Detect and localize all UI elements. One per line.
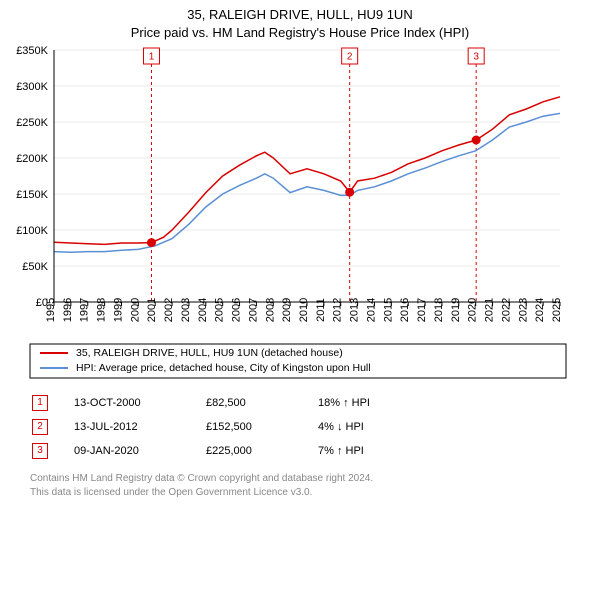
x-tick-label: 1997 — [79, 298, 91, 322]
x-tick-label: 2006 — [231, 298, 243, 322]
event-row-number: 2 — [32, 419, 48, 435]
event-row-number: 3 — [32, 443, 48, 459]
y-tick-label: £100K — [16, 225, 48, 237]
x-tick-label: 1995 — [45, 298, 57, 322]
event-row-price: £82,500 — [206, 392, 316, 414]
x-tick-label: 2005 — [214, 298, 226, 322]
x-tick-label: 2001 — [146, 298, 158, 322]
x-tick-label: 2016 — [399, 298, 411, 322]
x-tick-label: 2008 — [264, 298, 276, 322]
event-row-pct: 18% ↑ HPI — [318, 392, 448, 414]
x-tick-label: 1999 — [112, 298, 124, 322]
x-tick-label: 1998 — [96, 298, 108, 322]
event-row-price: £225,000 — [206, 440, 316, 462]
x-tick-label: 2009 — [281, 298, 293, 322]
event-number: 1 — [149, 52, 155, 63]
y-tick-label: £350K — [16, 45, 48, 57]
footer-line-1: Contains HM Land Registry data © Crown c… — [30, 472, 600, 486]
title-block: 35, RALEIGH DRIVE, HULL, HU9 1UN Price p… — [0, 0, 600, 42]
x-tick-label: 2024 — [534, 298, 546, 322]
event-row-number: 1 — [32, 395, 48, 411]
x-tick-label: 2020 — [467, 298, 479, 322]
event-row-pct: 7% ↑ HPI — [318, 440, 448, 462]
x-tick-label: 2021 — [484, 298, 496, 322]
x-tick-label: 2012 — [332, 298, 344, 322]
title-line-1: 35, RALEIGH DRIVE, HULL, HU9 1UN — [0, 6, 600, 24]
x-tick-label: 2002 — [163, 298, 175, 322]
x-tick-label: 2015 — [382, 298, 394, 322]
event-row-date: 09-JAN-2020 — [74, 440, 204, 462]
event-marker — [472, 136, 481, 145]
plot-area — [54, 50, 560, 302]
x-tick-label: 1996 — [62, 298, 74, 322]
event-row: 2 13-JUL-2012£152,5004% ↓ HPI — [32, 416, 448, 438]
legend-label: HPI: Average price, detached house, City… — [76, 362, 371, 374]
event-row-date: 13-JUL-2012 — [74, 416, 204, 438]
events-table: 1 13-OCT-2000£82,50018% ↑ HPI 2 13-JUL-2012… — [30, 390, 450, 464]
y-tick-label: £250K — [16, 117, 48, 129]
event-row-date: 13-OCT-2000 — [74, 392, 204, 414]
x-tick-label: 2004 — [197, 298, 209, 322]
x-tick-label: 2017 — [416, 298, 428, 322]
y-tick-label: £200K — [16, 153, 48, 165]
x-tick-label: 2019 — [450, 298, 462, 322]
x-tick-label: 2000 — [129, 298, 141, 322]
event-row: 1 13-OCT-2000£82,50018% ↑ HPI — [32, 392, 448, 414]
y-tick-label: £300K — [16, 81, 48, 93]
x-tick-label: 2010 — [298, 298, 310, 322]
chart: £0£50K£100K£150K£200K£250K£300K£350K1231… — [0, 42, 600, 384]
title-line-2: Price paid vs. HM Land Registry's House … — [0, 24, 600, 42]
x-tick-label: 2025 — [551, 298, 563, 322]
x-tick-label: 2023 — [517, 298, 529, 322]
x-tick-label: 2018 — [433, 298, 445, 322]
footer-line-2: This data is licensed under the Open Gov… — [30, 486, 600, 500]
x-tick-label: 2003 — [180, 298, 192, 322]
y-tick-label: £50K — [22, 261, 48, 273]
event-number: 3 — [473, 52, 479, 63]
event-number: 2 — [347, 52, 353, 63]
event-row-price: £152,500 — [206, 416, 316, 438]
y-tick-label: £150K — [16, 189, 48, 201]
event-row: 3 09-JAN-2020£225,0007% ↑ HPI — [32, 440, 448, 462]
event-marker — [345, 188, 354, 197]
x-tick-label: 2013 — [349, 298, 361, 322]
chart-svg: £0£50K£100K£150K£200K£250K£300K£350K1231… — [0, 42, 570, 384]
legend-label: 35, RALEIGH DRIVE, HULL, HU9 1UN (detach… — [76, 347, 343, 359]
event-row-pct: 4% ↓ HPI — [318, 416, 448, 438]
footer: Contains HM Land Registry data © Crown c… — [30, 472, 600, 499]
x-tick-label: 2007 — [247, 298, 259, 322]
event-marker — [147, 238, 156, 247]
x-tick-label: 2014 — [365, 298, 377, 322]
x-tick-label: 2022 — [500, 298, 512, 322]
